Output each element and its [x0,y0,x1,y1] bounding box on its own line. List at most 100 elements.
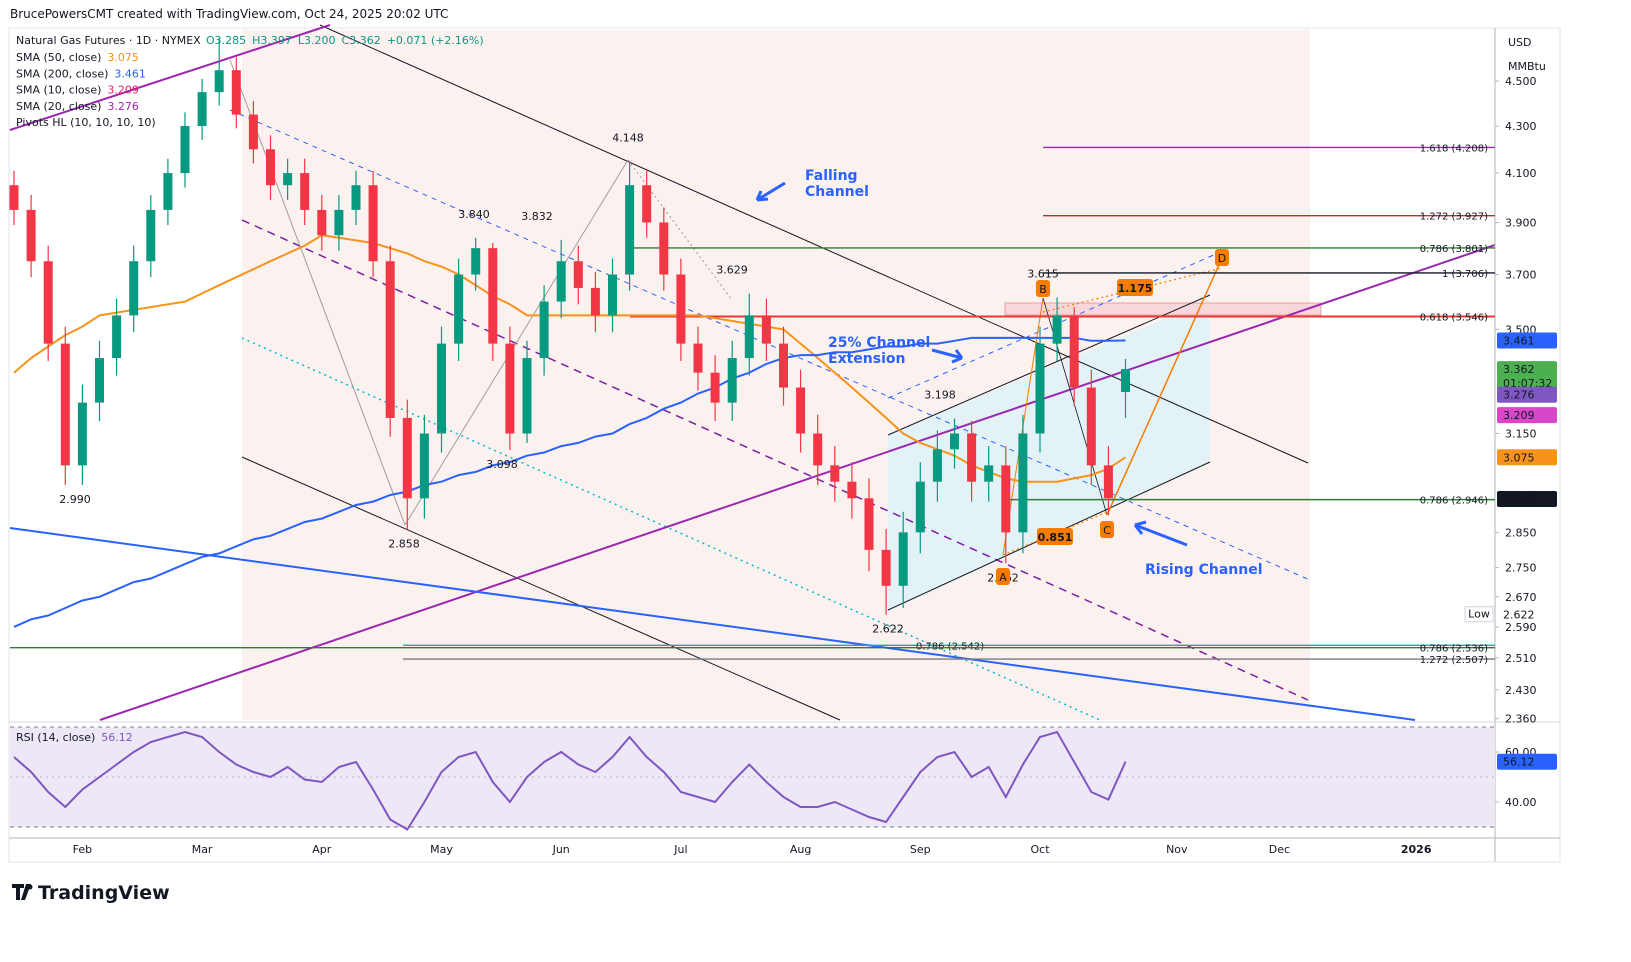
candle-body [710,372,720,403]
trendline [99,244,1496,721]
legend-name: Pivots HL (10, 10, 10, 10) [16,116,156,129]
y-tick-label: 4.100 [1505,167,1537,180]
price-badge [1497,332,1557,349]
candle-body [676,274,686,344]
candle-body [112,315,122,359]
x-tick-label: Jun [552,843,570,856]
y-tick-label: 2.360 [1505,713,1537,726]
ohlc-value: C3.362 [342,34,381,47]
x-tick-label: Oct [1030,843,1050,856]
y-tick-label: 2.850 [1505,526,1537,539]
zigzag [627,159,733,301]
trendline [241,456,841,721]
fib-label: 0.786 (2.946) [1420,496,1488,507]
candle-body [266,149,275,186]
fib-label: 0.618 (3.546) [1420,313,1488,324]
candle-body [984,465,994,482]
y-tick-label: 2.430 [1505,684,1537,697]
pivot-label: 3.629 [716,264,748,277]
x-tick-label: Apr [312,843,332,856]
rsi-badge-label: 56.12 [1503,756,1535,769]
trendline [9,527,1416,721]
legend-entry: SMA (200, close) 3.461 [16,67,146,80]
arrow [755,181,786,202]
candle-body [625,185,635,275]
y-tick-label: 4.300 [1505,120,1537,133]
candle-body [9,185,19,210]
annotation: Rising Channel [1145,562,1263,578]
pivot-label: 3.832 [521,210,553,223]
pivot-label: 3.198 [924,389,956,402]
candle-body [437,343,446,434]
pattern-marker [996,568,1010,585]
legend-name: SMA (10, close) [16,84,101,97]
candle-body [932,449,942,482]
fib-label: 0.786 (3.801) [1420,244,1488,255]
candle-body [881,549,891,586]
x-tick-label: Mar [192,843,213,856]
y-tick-label: 3.150 [1505,427,1537,440]
y-tick-label: 2.750 [1505,562,1537,575]
rsi-legend: RSI (14, close) 56.12 [16,731,133,744]
logo: TradingView [12,882,170,904]
annotation: Channel [805,184,869,200]
candle-body [522,358,532,434]
legend-name: SMA (200, close) [16,67,108,80]
candle-body [77,402,87,466]
logo-mark [12,884,31,900]
candle-body [864,498,874,550]
candle-body [915,481,925,533]
candle-body [659,222,669,275]
price-badge [1497,449,1557,466]
candle-body [146,209,156,262]
candle-body [1001,465,1011,533]
pattern-point: A [999,571,1007,584]
unit: MMBtu [1508,60,1546,73]
candle-body [300,173,310,210]
ratio-label: 0.851 [1038,531,1073,544]
trendline [9,24,331,131]
low-box [1464,606,1494,623]
candle-body [368,185,378,262]
candle-body [283,173,293,186]
legend-title: Natural Gas Futures · 1D · NYMEX O3.285 H3… [16,34,484,47]
legend-name: SMA (20, close) [16,100,101,113]
legend-entry: SMA (20, close) 3.276 [16,100,139,113]
pivot-label: 3.840 [458,208,490,221]
zigzag [404,159,629,526]
ratio-box [1037,528,1073,545]
legend-name: SMA (50, close) [16,51,101,64]
price-badge-label: 3.461 [1503,334,1535,347]
pattern-point: B [1039,283,1047,296]
candle-body [248,114,258,150]
pivot-label: 3.615 [1027,267,1059,280]
y-tick-label: 2.590 [1505,621,1537,634]
pattern-leg [1106,257,1223,516]
candle-body [419,433,429,499]
fib-label: 1 (3.706) [1442,269,1488,280]
pivot-label: 2.622 [872,623,904,636]
footer: TradingView [38,882,170,904]
y-tick-label: 4.500 [1505,75,1537,88]
legend-entry: SMA (50, close) 3.075 [16,51,139,64]
price-badge [1497,490,1557,507]
x-tick-label: May [430,843,453,856]
x-tick-label: Dec [1269,843,1290,856]
y-tick-label: 2.510 [1505,652,1537,665]
y-tick-label: 3.900 [1505,216,1537,229]
logo-mark [27,884,33,890]
x-tick-label: Nov [1166,843,1188,856]
candle-body [847,481,857,499]
price-badge [1497,407,1557,424]
fib-label: 0.786 (2.536) [1420,644,1488,655]
title: Natural Gas Futures · 1D · NYMEX [16,34,201,47]
price-badge [1497,361,1557,392]
candle-body [129,261,139,316]
candle-body [26,209,36,262]
currency: USD [1508,36,1532,49]
resistance-zone [1004,302,1322,316]
ohlc-value: +0.071 (+2.16%) [387,34,484,47]
low-text: Low [1468,608,1490,621]
